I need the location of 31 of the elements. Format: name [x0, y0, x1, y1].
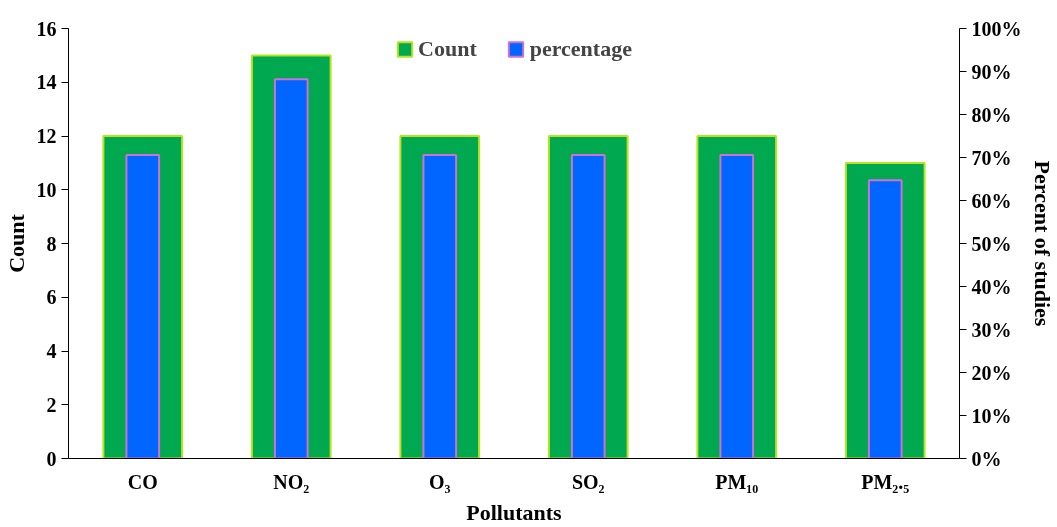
y-tick-label: 6: [46, 286, 57, 309]
y2-tick-label: 100%: [971, 17, 1022, 40]
y-tick-label: 10: [36, 178, 57, 201]
y2-tick-label: 70%: [971, 146, 1012, 169]
y-axis-title: Count: [3, 213, 29, 273]
y2-tick-label: 0%: [971, 447, 1002, 470]
x-tick-label: CO: [127, 470, 158, 493]
x-tick-label: O₃: [428, 470, 451, 493]
x-tick-label: PM₁₀: [715, 470, 759, 493]
x-tick-label: SO₂: [571, 470, 605, 493]
y-tick-label: 8: [46, 232, 57, 255]
y2-tick-label: 10%: [971, 404, 1012, 427]
x-axis-title: Pollutants: [466, 499, 563, 525]
legend-label: percentage: [529, 36, 632, 62]
legend-label: Count: [418, 36, 477, 62]
y2-tick-label: 20%: [971, 361, 1012, 384]
y2-tick-label: 50%: [971, 232, 1012, 255]
y-tick-label: 0: [46, 447, 57, 470]
y-tick-label: 4: [46, 340, 57, 362]
y2-tick-label: 40%: [971, 275, 1012, 298]
y-tick-label: 16: [36, 17, 57, 40]
x-tick-label: PM₂.₅: [861, 470, 910, 493]
y-tick-label: 2: [46, 393, 57, 416]
y2-axis-title: Percent of studies: [1029, 160, 1055, 327]
y2-tick-label: 60%: [971, 189, 1012, 212]
y2-tick-label: 80%: [971, 103, 1012, 126]
x-tick-label: NO₂: [273, 470, 310, 493]
y2-tick-label: 30%: [971, 318, 1012, 341]
y-tick-label: 12: [36, 125, 57, 147]
y-tick-label: 14: [36, 71, 57, 94]
y2-tick-label: 90%: [971, 60, 1012, 83]
